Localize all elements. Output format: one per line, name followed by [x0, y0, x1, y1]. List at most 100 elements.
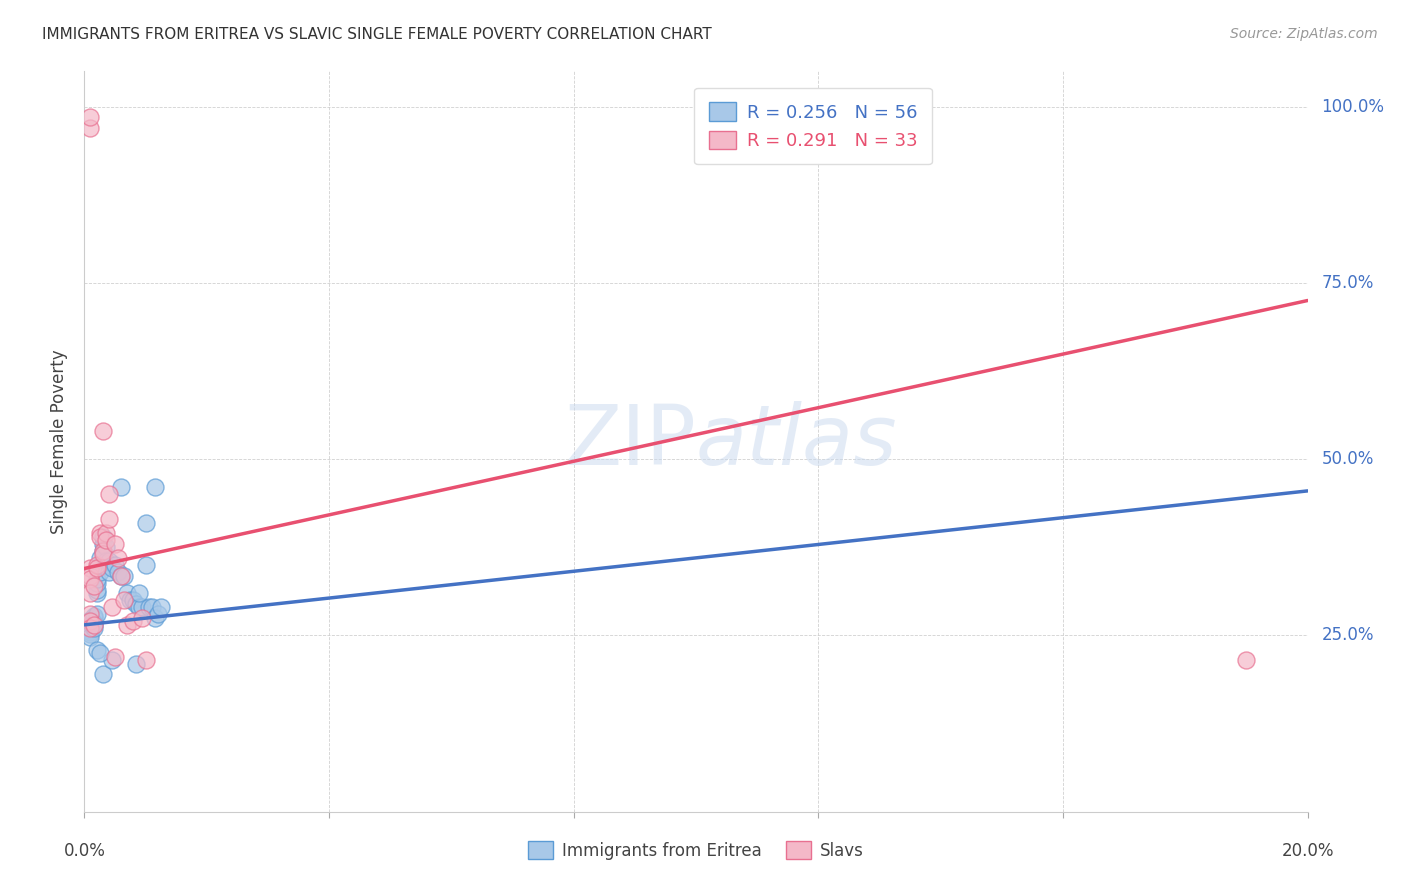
Point	[94, 554, 117, 568]
Text: 0.0%: 0.0%	[63, 842, 105, 860]
Point	[107, 565, 129, 579]
Point	[79, 620, 101, 634]
Point	[89, 646, 111, 660]
Point	[83, 579, 105, 593]
Point	[104, 558, 127, 572]
Point	[79, 630, 101, 644]
Point	[125, 597, 148, 611]
Point	[91, 544, 114, 558]
Point	[91, 537, 114, 551]
Point	[79, 561, 101, 575]
Point	[79, 621, 101, 635]
Point	[86, 642, 108, 657]
Point	[79, 618, 101, 632]
Point	[83, 611, 105, 625]
Point	[101, 653, 124, 667]
Point	[101, 561, 124, 575]
Point	[79, 627, 101, 641]
Text: IMMIGRANTS FROM ERITREA VS SLAVIC SINGLE FEMALE POVERTY CORRELATION CHART: IMMIGRANTS FROM ERITREA VS SLAVIC SINGLE…	[42, 27, 711, 42]
Point	[79, 607, 101, 622]
Point	[79, 120, 101, 135]
Point	[120, 593, 142, 607]
Text: ZIP: ZIP	[564, 401, 696, 482]
Point	[79, 621, 101, 635]
Point	[128, 586, 150, 600]
Point	[89, 550, 111, 565]
Point	[83, 618, 105, 632]
Point	[94, 526, 117, 541]
Point	[86, 586, 108, 600]
Point	[112, 593, 135, 607]
Point	[94, 533, 117, 548]
Point	[110, 480, 132, 494]
Point	[89, 558, 111, 572]
Point	[146, 607, 169, 622]
Point	[135, 558, 157, 572]
Point	[83, 615, 105, 630]
Point	[128, 600, 150, 615]
Point	[79, 572, 101, 586]
Text: 20.0%: 20.0%	[1281, 842, 1334, 860]
Point	[83, 608, 105, 623]
Point	[104, 537, 127, 551]
Text: 75.0%: 75.0%	[1322, 274, 1374, 292]
Point	[86, 582, 108, 597]
Point	[131, 600, 153, 615]
Point	[79, 615, 101, 629]
Point	[79, 568, 101, 582]
Point	[97, 565, 120, 579]
Point	[86, 558, 108, 572]
Point	[107, 550, 129, 565]
Point	[110, 568, 132, 582]
Y-axis label: Single Female Poverty: Single Female Poverty	[51, 350, 69, 533]
Point	[86, 572, 108, 586]
Point	[89, 526, 111, 541]
Point	[97, 554, 120, 568]
Point	[91, 547, 114, 561]
Point	[91, 424, 114, 438]
Point	[86, 575, 108, 590]
Point	[83, 618, 105, 632]
Point	[1234, 653, 1257, 667]
Point	[141, 600, 163, 615]
Point	[86, 607, 108, 622]
Point	[79, 110, 101, 124]
Legend: Immigrants from Eritrea, Slavs: Immigrants from Eritrea, Slavs	[522, 835, 870, 866]
Point	[79, 624, 101, 639]
Point	[110, 568, 132, 582]
Point	[83, 621, 105, 635]
Point	[143, 611, 166, 625]
Point	[97, 512, 120, 526]
Point	[79, 615, 101, 630]
Point	[89, 530, 111, 544]
Text: 50.0%: 50.0%	[1322, 450, 1374, 468]
Point	[104, 649, 127, 664]
Text: 25.0%: 25.0%	[1322, 626, 1374, 644]
Point	[115, 586, 138, 600]
Text: Source: ZipAtlas.com: Source: ZipAtlas.com	[1230, 27, 1378, 41]
Point	[89, 565, 111, 579]
Point	[91, 530, 114, 544]
Point	[135, 653, 157, 667]
Point	[125, 657, 148, 671]
Point	[79, 586, 101, 600]
Point	[122, 593, 145, 607]
Point	[79, 613, 101, 627]
Point	[143, 480, 166, 494]
Point	[86, 561, 108, 575]
Point	[122, 615, 145, 629]
Point	[91, 544, 114, 558]
Point	[79, 615, 101, 629]
Point	[115, 618, 138, 632]
Point	[149, 600, 172, 615]
Point	[131, 611, 153, 625]
Point	[94, 541, 117, 555]
Point	[79, 623, 101, 637]
Point	[91, 667, 114, 681]
Text: atlas: atlas	[696, 401, 897, 482]
Text: 100.0%: 100.0%	[1322, 97, 1385, 116]
Point	[101, 600, 124, 615]
Point	[135, 516, 157, 530]
Point	[138, 600, 160, 615]
Point	[97, 487, 120, 501]
